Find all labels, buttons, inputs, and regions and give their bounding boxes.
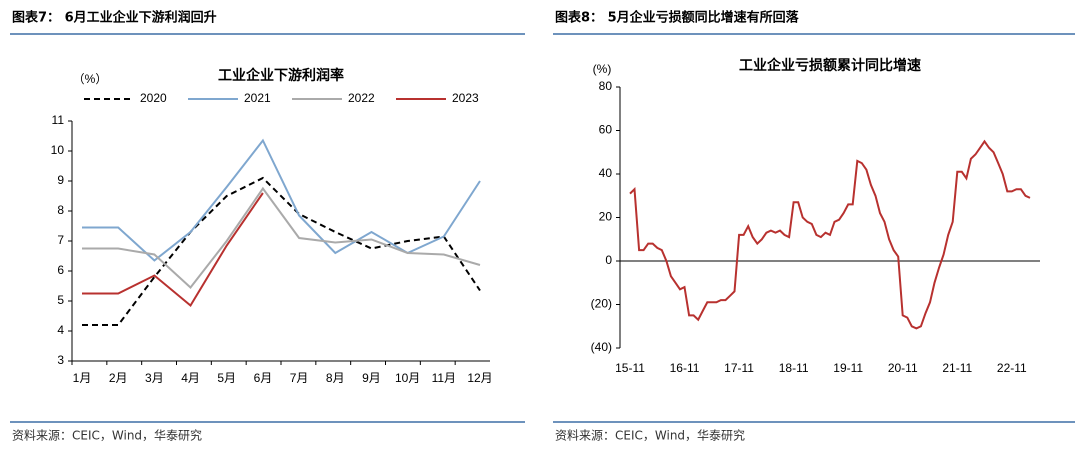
- x-tick-label: 16-11: [670, 361, 700, 375]
- x-tick-label: 15-11: [615, 361, 645, 375]
- legend-label: 2023: [452, 91, 479, 105]
- x-tick-label: 9月: [362, 371, 381, 385]
- x-tick-label: 12月: [467, 371, 492, 385]
- x-tick-label: 17-11: [724, 361, 754, 375]
- x-tick-label: 11月: [432, 371, 456, 385]
- x-tick-label: 20-11: [888, 361, 918, 375]
- x-tick-label: 6月: [254, 371, 273, 385]
- y-tick-label: 60: [599, 123, 613, 137]
- y-tick-label: 9: [57, 173, 64, 187]
- chart-title: 工业企业亏损额累计同比增速: [739, 57, 921, 74]
- legend-label: 2020: [140, 91, 167, 105]
- series-line: [82, 192, 264, 308]
- x-tick-label: 5月: [217, 371, 236, 385]
- source-note: 资料来源：CEIC，Wind，华泰研究: [555, 428, 745, 443]
- series-line: [82, 186, 481, 289]
- x-tick-label: 10月: [395, 371, 420, 385]
- y-tick-label: 0: [605, 253, 612, 267]
- x-tick-label: 22-11: [997, 361, 1027, 375]
- y-tick-label: 10: [51, 143, 65, 157]
- y-tick-label: 5: [57, 293, 64, 307]
- y-tick-label: 40: [599, 166, 613, 180]
- y-tick-label: 3: [57, 353, 64, 367]
- y-tick-label: (40): [591, 340, 612, 354]
- y-tick-label: 6: [57, 263, 64, 277]
- legend-label: 2021: [244, 91, 271, 105]
- series-line: [82, 176, 481, 326]
- x-tick-label: 19-11: [833, 361, 863, 375]
- chart-title: 工业企业下游利润率: [218, 67, 344, 84]
- series-line: [82, 138, 481, 262]
- y-tick-label: 4: [57, 323, 64, 337]
- x-tick-label: 3月: [145, 371, 164, 385]
- y-tick-label: (20): [591, 297, 612, 311]
- series-line: [629, 139, 1031, 330]
- x-tick-label: 1月: [73, 371, 92, 385]
- source-note: 资料来源：CEIC，Wind，华泰研究: [12, 428, 202, 443]
- panel-header: 图表7： 6月工业企业下游利润回升: [12, 10, 217, 26]
- y-tick-label: 11: [52, 113, 65, 127]
- x-tick-label: 7月: [290, 371, 309, 385]
- x-tick-label: 18-11: [779, 361, 809, 375]
- unit-label: (%): [593, 62, 612, 76]
- x-tick-label: 8月: [326, 371, 345, 385]
- y-tick-label: 20: [599, 210, 613, 224]
- y-tick-label: 80: [599, 79, 613, 93]
- x-tick-label: 21-11: [942, 361, 972, 375]
- legend-label: 2022: [348, 91, 375, 105]
- panel-header: 图表8： 5月企业亏损额同比增速有所回落: [555, 10, 800, 26]
- x-tick-label: 2月: [109, 371, 128, 385]
- y-tick-label: 7: [57, 233, 64, 247]
- y-tick-label: 8: [57, 203, 64, 217]
- unit-label: （%）: [73, 72, 108, 86]
- x-tick-label: 4月: [181, 371, 200, 385]
